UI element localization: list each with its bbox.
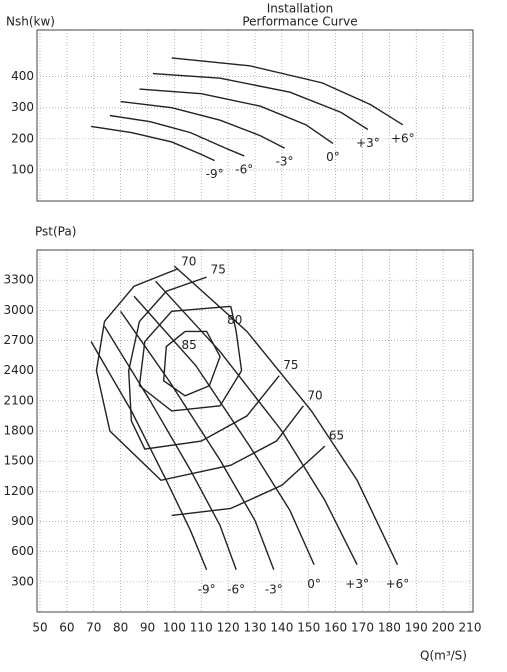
curve-label: -3° xyxy=(265,582,283,596)
x-tick-label: 160 xyxy=(324,621,347,635)
plot-frame xyxy=(36,249,474,613)
y-tick-label: 300 xyxy=(11,100,34,114)
curve-label: -9° xyxy=(206,167,224,181)
plot-frame xyxy=(36,29,474,202)
blade-angle-curve xyxy=(120,100,285,149)
x-tick-label: 90 xyxy=(140,621,155,635)
curve-label: -6° xyxy=(235,162,253,176)
y-tick-label: 1200 xyxy=(3,484,34,498)
contour-label: 70 xyxy=(307,388,322,402)
curve-label: -9° xyxy=(198,582,216,596)
curve-label: -3° xyxy=(276,155,294,169)
x-tick-label: 140 xyxy=(270,621,293,635)
blade-angle-curve xyxy=(133,295,315,566)
blade-angle-curve xyxy=(155,280,358,566)
x-tick-label: 200 xyxy=(432,621,455,635)
y-tick-label: 200 xyxy=(11,131,34,145)
efficiency-contour xyxy=(171,445,326,517)
blade-angle-curve xyxy=(90,341,208,571)
y-tick-label: 2100 xyxy=(3,393,34,407)
y-tick-label: 3000 xyxy=(3,303,34,317)
y-tick-label: 900 xyxy=(11,514,34,528)
y-tick-label: 2400 xyxy=(3,363,34,377)
y-tick-label: 2700 xyxy=(3,333,34,347)
x-tick-label: 150 xyxy=(297,621,320,635)
contour-label: 80 xyxy=(227,313,242,327)
curve-label: 0° xyxy=(307,577,321,591)
x-tick-label: 180 xyxy=(378,621,401,635)
y-axis-label: Pst(Pa) xyxy=(35,225,76,239)
chart-title: Installation xyxy=(267,2,333,16)
x-axis-label: Q(m³/S) xyxy=(420,649,467,663)
curve-label: 0° xyxy=(326,150,340,164)
contour-label: 75 xyxy=(211,263,226,277)
x-tick-label: 70 xyxy=(86,621,101,635)
chart-subtitle: Performance Curve xyxy=(242,15,357,29)
blade-angle-curve xyxy=(173,265,399,566)
x-tick-label: 110 xyxy=(190,621,213,635)
curve-label: +3° xyxy=(345,577,369,591)
curve-label: +6° xyxy=(386,577,410,591)
blade-angle-curve xyxy=(109,114,245,157)
curve-label: +6° xyxy=(391,131,415,145)
blade-angle-curve xyxy=(139,88,334,145)
contour-label: 85 xyxy=(181,338,196,352)
x-tick-label: 60 xyxy=(59,621,74,635)
efficiency-contour xyxy=(127,276,280,450)
blade-angle-curve xyxy=(171,57,404,126)
contour-label: 65 xyxy=(329,429,344,443)
blade-angle-curve xyxy=(120,310,275,571)
y-tick-label: 400 xyxy=(11,69,34,83)
x-tick-label: 100 xyxy=(163,621,186,635)
contour-label: 75 xyxy=(283,358,298,372)
y-tick-label: 100 xyxy=(11,162,34,176)
contour-label: 70 xyxy=(181,255,196,269)
y-tick-label: 300 xyxy=(11,574,34,588)
y-tick-label: 600 xyxy=(11,544,34,558)
y-tick-label: 1800 xyxy=(3,424,34,438)
efficiency-contour xyxy=(138,305,243,412)
curve-label: -6° xyxy=(227,582,245,596)
efficiency-contour xyxy=(162,330,221,397)
blade-angle-curve xyxy=(103,326,237,571)
x-tick-label: 190 xyxy=(405,621,428,635)
x-tick-label: 80 xyxy=(113,621,128,635)
x-tick-label: 210 xyxy=(459,621,482,635)
curve-label: +3° xyxy=(356,136,380,150)
x-tick-label: 170 xyxy=(351,621,374,635)
y-axis-label: Nsh(kw) xyxy=(6,15,55,29)
x-tick-label: 50 xyxy=(32,621,47,635)
efficiency-contour xyxy=(95,268,304,482)
blade-angle-curve xyxy=(152,72,369,131)
blade-angle-curve xyxy=(90,125,215,162)
x-tick-label: 130 xyxy=(244,621,267,635)
x-tick-label: 120 xyxy=(217,621,240,635)
y-tick-label: 3300 xyxy=(3,273,34,287)
y-tick-label: 1500 xyxy=(3,454,34,468)
